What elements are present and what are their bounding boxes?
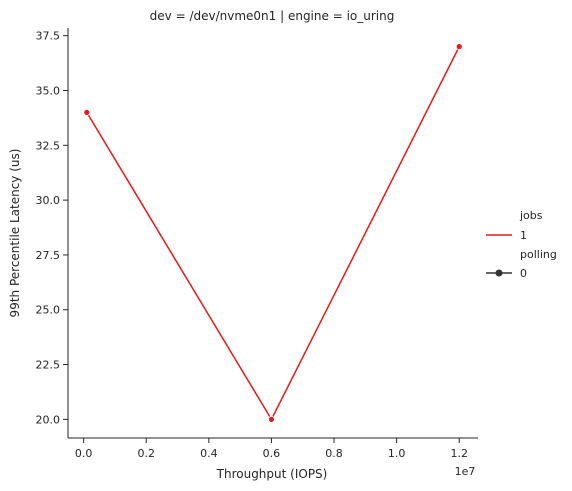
legend: jobs 1 polling 0 bbox=[486, 209, 557, 280]
x-axis-offset-label: 1e7 bbox=[455, 465, 476, 478]
x-tick-label: 0.4 bbox=[200, 447, 218, 460]
legend-hue-entry: 1 bbox=[520, 229, 527, 242]
y-axis-ticks: 20.0 22.5 25.0 27.5 30.0 32.5 35.0 37.5 bbox=[36, 30, 68, 426]
legend-style-title: polling bbox=[520, 248, 557, 261]
y-tick-label: 20.0 bbox=[36, 413, 61, 426]
series-line bbox=[86, 46, 460, 421]
x-axis-ticks: 0.0 0.2 0.4 0.6 0.8 1.0 1.2 bbox=[75, 438, 468, 460]
x-axis-label: Throughput (IOPS) bbox=[216, 467, 328, 481]
x-tick-label: 1.2 bbox=[450, 447, 468, 460]
x-tick-label: 0.0 bbox=[75, 447, 93, 460]
legend-style-entry: 0 bbox=[520, 267, 527, 280]
y-tick-label: 35.0 bbox=[36, 84, 61, 97]
y-tick-label: 37.5 bbox=[36, 30, 61, 43]
y-tick-label: 30.0 bbox=[36, 194, 61, 207]
x-tick-label: 0.8 bbox=[325, 447, 343, 460]
data-point bbox=[83, 109, 91, 116]
series-layer bbox=[83, 43, 463, 423]
x-tick-label: 1.0 bbox=[388, 447, 406, 460]
y-tick-label: 27.5 bbox=[36, 249, 61, 262]
x-tick-label: 0.6 bbox=[263, 447, 281, 460]
y-tick-label: 25.0 bbox=[36, 304, 61, 317]
chart-title: dev = /dev/nvme0n1 | engine = io_uring bbox=[150, 9, 395, 23]
data-point bbox=[268, 415, 275, 423]
data-point bbox=[455, 43, 463, 51]
y-tick-label: 32.5 bbox=[36, 139, 61, 152]
y-axis-label: 99th Percentile Latency (us) bbox=[8, 149, 22, 318]
legend-hue-title: jobs bbox=[519, 209, 543, 222]
y-tick-label: 22.5 bbox=[36, 359, 61, 372]
legend-style-swatch-marker bbox=[495, 269, 503, 277]
x-tick-label: 0.2 bbox=[137, 447, 155, 460]
